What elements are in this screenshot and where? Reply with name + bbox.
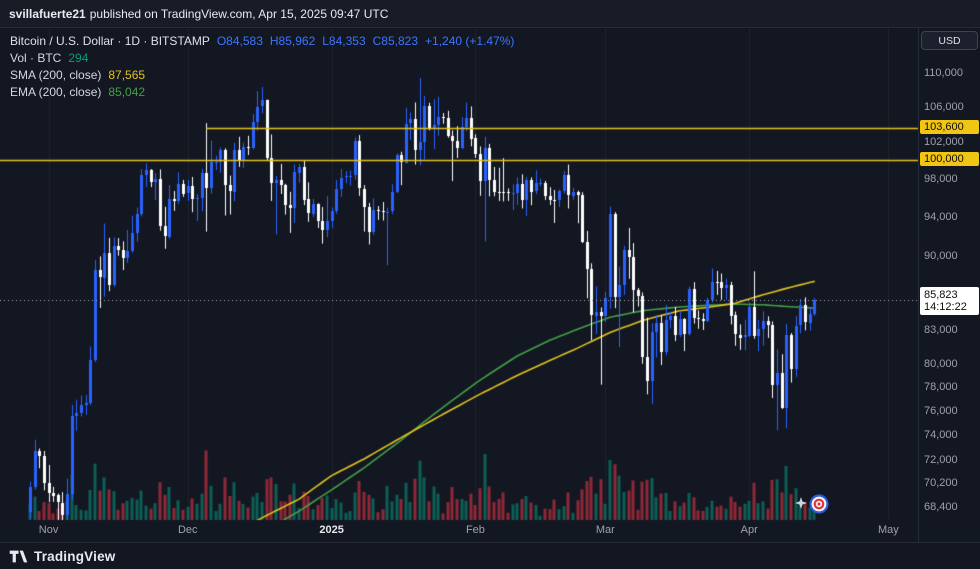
volume-legend-row[interactable]: Vol · BTC 294 [10,50,514,67]
time-axis-label-year: 2025 [319,524,344,536]
price-axis[interactable]: 110,000 106,000 102,000 98,000 94,000 90,000 8… [918,28,980,542]
price-axis-label: 94,000 [924,210,958,223]
time-axis-label: Nov [38,524,59,536]
price-level-badge: 103,600 [920,119,979,134]
currency-usd-button[interactable]: USD [921,31,978,50]
price-axis-label: 98,000 [924,172,958,185]
time-axis-label: Feb [465,524,485,536]
tradingview-brand[interactable]: TradingView [34,548,116,564]
last-price-badge: 85,823 14:12:22 [920,286,979,315]
ema-legend-row[interactable]: EMA (200, close) 85,042 [10,84,514,101]
price-axis-label: 72,000 [924,454,958,467]
chart-legend: Bitcoin / U.S. Dollar · 1D · BITSTAMP O8… [10,33,514,101]
price-axis-label: 68,400 [924,501,958,514]
publish-bar: svillafuerte21 published on TradingView.… [0,0,980,28]
price-axis-label: 80,000 [924,357,958,370]
price-axis-label: 90,000 [924,250,958,263]
publish-info: published on TradingView.com, Apr 15, 20… [89,6,389,21]
publisher-username: svillafuerte21 [9,6,86,21]
price-axis-label: 83,000 [924,324,958,337]
price-axis-label: 78,000 [924,381,958,394]
volume-label: Vol · BTC [10,51,62,65]
price-axis-label: 106,000 [924,100,964,113]
time-axis[interactable]: Nov Dec 2025 Feb Mar Apr May [0,520,918,542]
sma-value: 87,565 [108,68,146,82]
ohlc-open: O84,583 [216,34,263,48]
time-axis-label: Mar [595,524,615,536]
bar-countdown-timer: 14:12:22 [924,300,967,313]
time-axis-label: May [878,524,899,536]
sma-legend-row[interactable]: SMA (200, close) 87,565 [10,67,514,84]
price-level-badge: 100,000 [920,152,979,167]
sparkle-star-icon [795,497,807,509]
ohlc-low: L84,353 [322,34,366,48]
time-axis-label: Apr [740,524,758,536]
ohlc-close: C85,823 [372,34,419,48]
volume-value: 294 [68,51,89,65]
time-axis-label: Dec [177,524,198,536]
target-sticker[interactable] [794,492,832,522]
sma-label: SMA (200, close) [10,68,102,82]
price-axis-label: 74,000 [924,429,958,442]
ema-value: 85,042 [108,85,146,99]
symbol-legend-row[interactable]: Bitcoin / U.S. Dollar · 1D · BITSTAMP O8… [10,33,514,50]
tradingview-logo-icon[interactable] [9,549,28,564]
last-price-value: 85,823 [924,288,958,301]
symbol-title: Bitcoin / U.S. Dollar · 1D · BITSTAMP [10,34,210,48]
price-axis-label: 70,200 [924,477,958,490]
ema-label: EMA (200, close) [10,85,102,99]
ohlc-high: H85,962 [269,34,316,48]
price-axis-label: 76,000 [924,404,958,417]
ohlc-change: +1,240 (+1.47%) [425,34,515,48]
footer-bar: TradingView [0,542,980,569]
price-axis-label: 110,000 [924,67,963,79]
price-axis-label: 102,000 [924,135,964,148]
